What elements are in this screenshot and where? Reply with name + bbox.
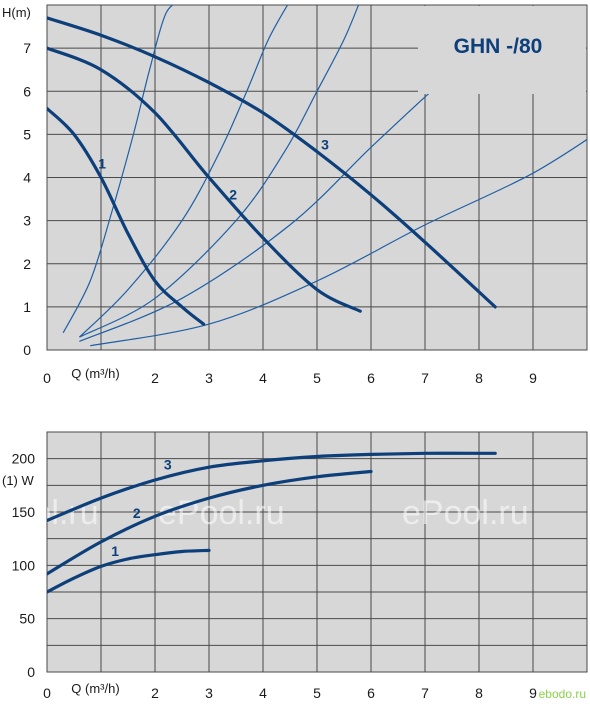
system-curve bbox=[78, 5, 289, 338]
head-series-3-label: 3 bbox=[321, 137, 329, 153]
head-y-tick-label: 7 bbox=[23, 40, 31, 56]
head-x-tick-label: 7 bbox=[421, 370, 429, 386]
head-series-1-label: 1 bbox=[98, 155, 106, 171]
power-x-axis-label: Q (m³/h) bbox=[71, 681, 119, 696]
head-x-tick-label: 2 bbox=[151, 370, 159, 386]
power-y-axis-label: (1) W bbox=[2, 473, 35, 488]
head-y-axis-label: H(m) bbox=[2, 5, 31, 20]
power-x-tick-label: 6 bbox=[367, 685, 375, 701]
power-x-tick-label: 3 bbox=[205, 685, 213, 701]
head-x-axis-label: Q (m³/h) bbox=[71, 366, 119, 381]
power-x-tick-label: 8 bbox=[475, 685, 483, 701]
power-series-3-line bbox=[47, 451, 497, 523]
watermark-group: ePool.ru ePool.ru ePool.ru bbox=[0, 494, 529, 532]
watermark-text: ePool.ru bbox=[0, 494, 99, 532]
head-y-tick-label: 4 bbox=[23, 170, 31, 186]
watermark-text: ePool.ru bbox=[158, 494, 285, 532]
head-x-tick-label: 0 bbox=[43, 370, 51, 386]
system-curve bbox=[79, 86, 437, 342]
head-x-tick-label: 8 bbox=[475, 370, 483, 386]
system-curve bbox=[62, 5, 174, 334]
head-y-tick-label: 5 bbox=[23, 126, 31, 142]
head-x-tick-label: 6 bbox=[367, 370, 375, 386]
head-series-3-line bbox=[47, 16, 497, 309]
head-x-tick-label: 9 bbox=[529, 370, 537, 386]
power-series-3-label: 3 bbox=[164, 456, 172, 472]
system-curve bbox=[90, 138, 587, 347]
power-series-1-label: 1 bbox=[111, 543, 119, 559]
head-y-tick-label: 2 bbox=[23, 256, 31, 272]
power-y-tick-label: 100 bbox=[12, 557, 36, 573]
power-x-tick-label: 9 bbox=[529, 685, 537, 701]
power-y-tick-label: 0 bbox=[27, 664, 35, 680]
head-curves bbox=[47, 5, 587, 347]
corner-logo: ebodo.ru bbox=[539, 687, 586, 701]
system-curve bbox=[79, 5, 360, 338]
power-x-tick-label: 5 bbox=[313, 685, 321, 701]
head-y-tick-label: 3 bbox=[23, 213, 31, 229]
watermark-text: ePool.ru bbox=[402, 494, 529, 532]
head-series-2-label: 2 bbox=[229, 187, 237, 203]
model-label-box bbox=[418, 6, 586, 94]
power-y-tick-label: 150 bbox=[12, 504, 36, 520]
power-x-tick-label: 0 bbox=[43, 685, 51, 701]
power-x-tick-label: 7 bbox=[421, 685, 429, 701]
head-chart bbox=[46, 4, 588, 351]
power-chart: ePool.ru ePool.ru ePool.ru bbox=[0, 431, 588, 673]
head-series-2-line bbox=[47, 46, 362, 313]
head-y-tick-label: 1 bbox=[23, 299, 31, 315]
head-y-tick-label: 6 bbox=[23, 83, 31, 99]
head-x-tick-label: 5 bbox=[313, 370, 321, 386]
power-x-tick-label: 2 bbox=[151, 685, 159, 701]
head-y-tick-label: 0 bbox=[23, 342, 31, 358]
head-series-1-line bbox=[47, 106, 206, 326]
power-curves bbox=[47, 451, 497, 594]
power-y-tick-label: 200 bbox=[12, 451, 36, 467]
power-series-1-line bbox=[47, 548, 211, 594]
power-series-2-line bbox=[47, 469, 373, 576]
model-label: GHN -/80 bbox=[454, 35, 543, 58]
power-y-tick-label: 50 bbox=[19, 611, 35, 627]
power-gridlines bbox=[46, 431, 588, 673]
power-x-tick-label: 4 bbox=[259, 685, 267, 701]
head-x-tick-label: 4 bbox=[259, 370, 267, 386]
head-x-tick-label: 3 bbox=[205, 370, 213, 386]
power-series-2-label: 2 bbox=[133, 505, 141, 521]
